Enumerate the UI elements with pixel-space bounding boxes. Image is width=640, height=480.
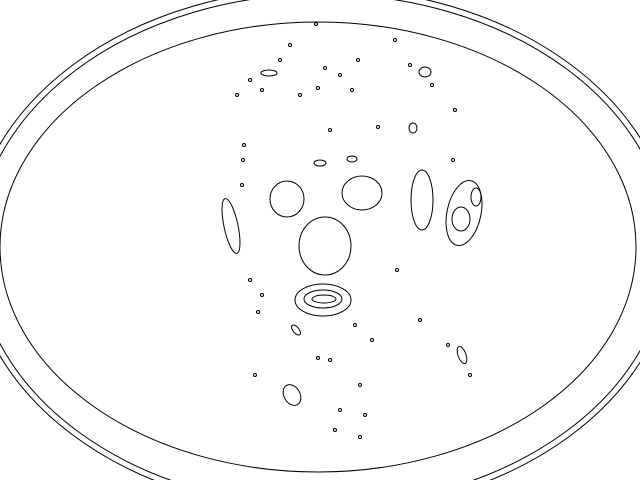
speck	[260, 293, 264, 297]
cheek-blob	[291, 324, 301, 336]
speck	[235, 93, 239, 97]
speck	[353, 323, 357, 327]
speck	[338, 73, 342, 77]
side-hole-small	[470, 187, 482, 207]
hair-blob	[260, 69, 278, 77]
face	[221, 66, 483, 406]
speck	[316, 356, 320, 360]
speck	[350, 88, 354, 92]
speck	[430, 83, 434, 87]
speck	[376, 125, 380, 129]
speck	[323, 66, 327, 70]
speck	[298, 93, 302, 97]
brow-blob	[346, 155, 358, 163]
speck	[316, 86, 320, 90]
speck	[253, 373, 257, 377]
speck	[248, 78, 252, 82]
speck	[248, 278, 252, 282]
chin-blob	[282, 384, 302, 406]
speck	[333, 428, 337, 432]
speck	[260, 88, 264, 92]
hair-blob	[418, 66, 432, 78]
speck	[256, 310, 260, 314]
mouth-outer	[294, 283, 352, 317]
brow-blob	[313, 159, 327, 167]
speck	[453, 108, 457, 112]
speckles	[235, 22, 472, 439]
speck	[418, 318, 422, 322]
speck	[363, 413, 367, 417]
speck	[395, 268, 399, 272]
plate-edge	[0, 21, 637, 473]
speck	[370, 338, 374, 342]
side-hole	[451, 206, 471, 232]
speck	[408, 63, 412, 67]
speck	[288, 43, 292, 47]
speck	[393, 38, 397, 42]
hair-blob	[408, 122, 418, 134]
speck	[314, 22, 318, 26]
mouth-inner	[311, 294, 337, 304]
right-eye	[341, 175, 383, 211]
speck	[446, 343, 450, 347]
right-ear	[410, 169, 434, 231]
speck	[240, 183, 244, 187]
nose	[298, 216, 352, 276]
speck	[358, 383, 362, 387]
mouth-middle	[303, 289, 343, 309]
speck	[356, 58, 360, 62]
speck	[328, 128, 332, 132]
speck	[241, 158, 245, 162]
speck	[278, 58, 282, 62]
speck	[338, 408, 342, 412]
left-ear	[221, 198, 241, 254]
speck	[358, 435, 362, 439]
side-shape	[445, 180, 483, 246]
speck	[328, 358, 332, 362]
left-eye	[269, 180, 305, 218]
speck	[468, 373, 472, 377]
speck	[242, 143, 246, 147]
cheek-blob	[456, 345, 468, 365]
speck	[451, 158, 455, 162]
